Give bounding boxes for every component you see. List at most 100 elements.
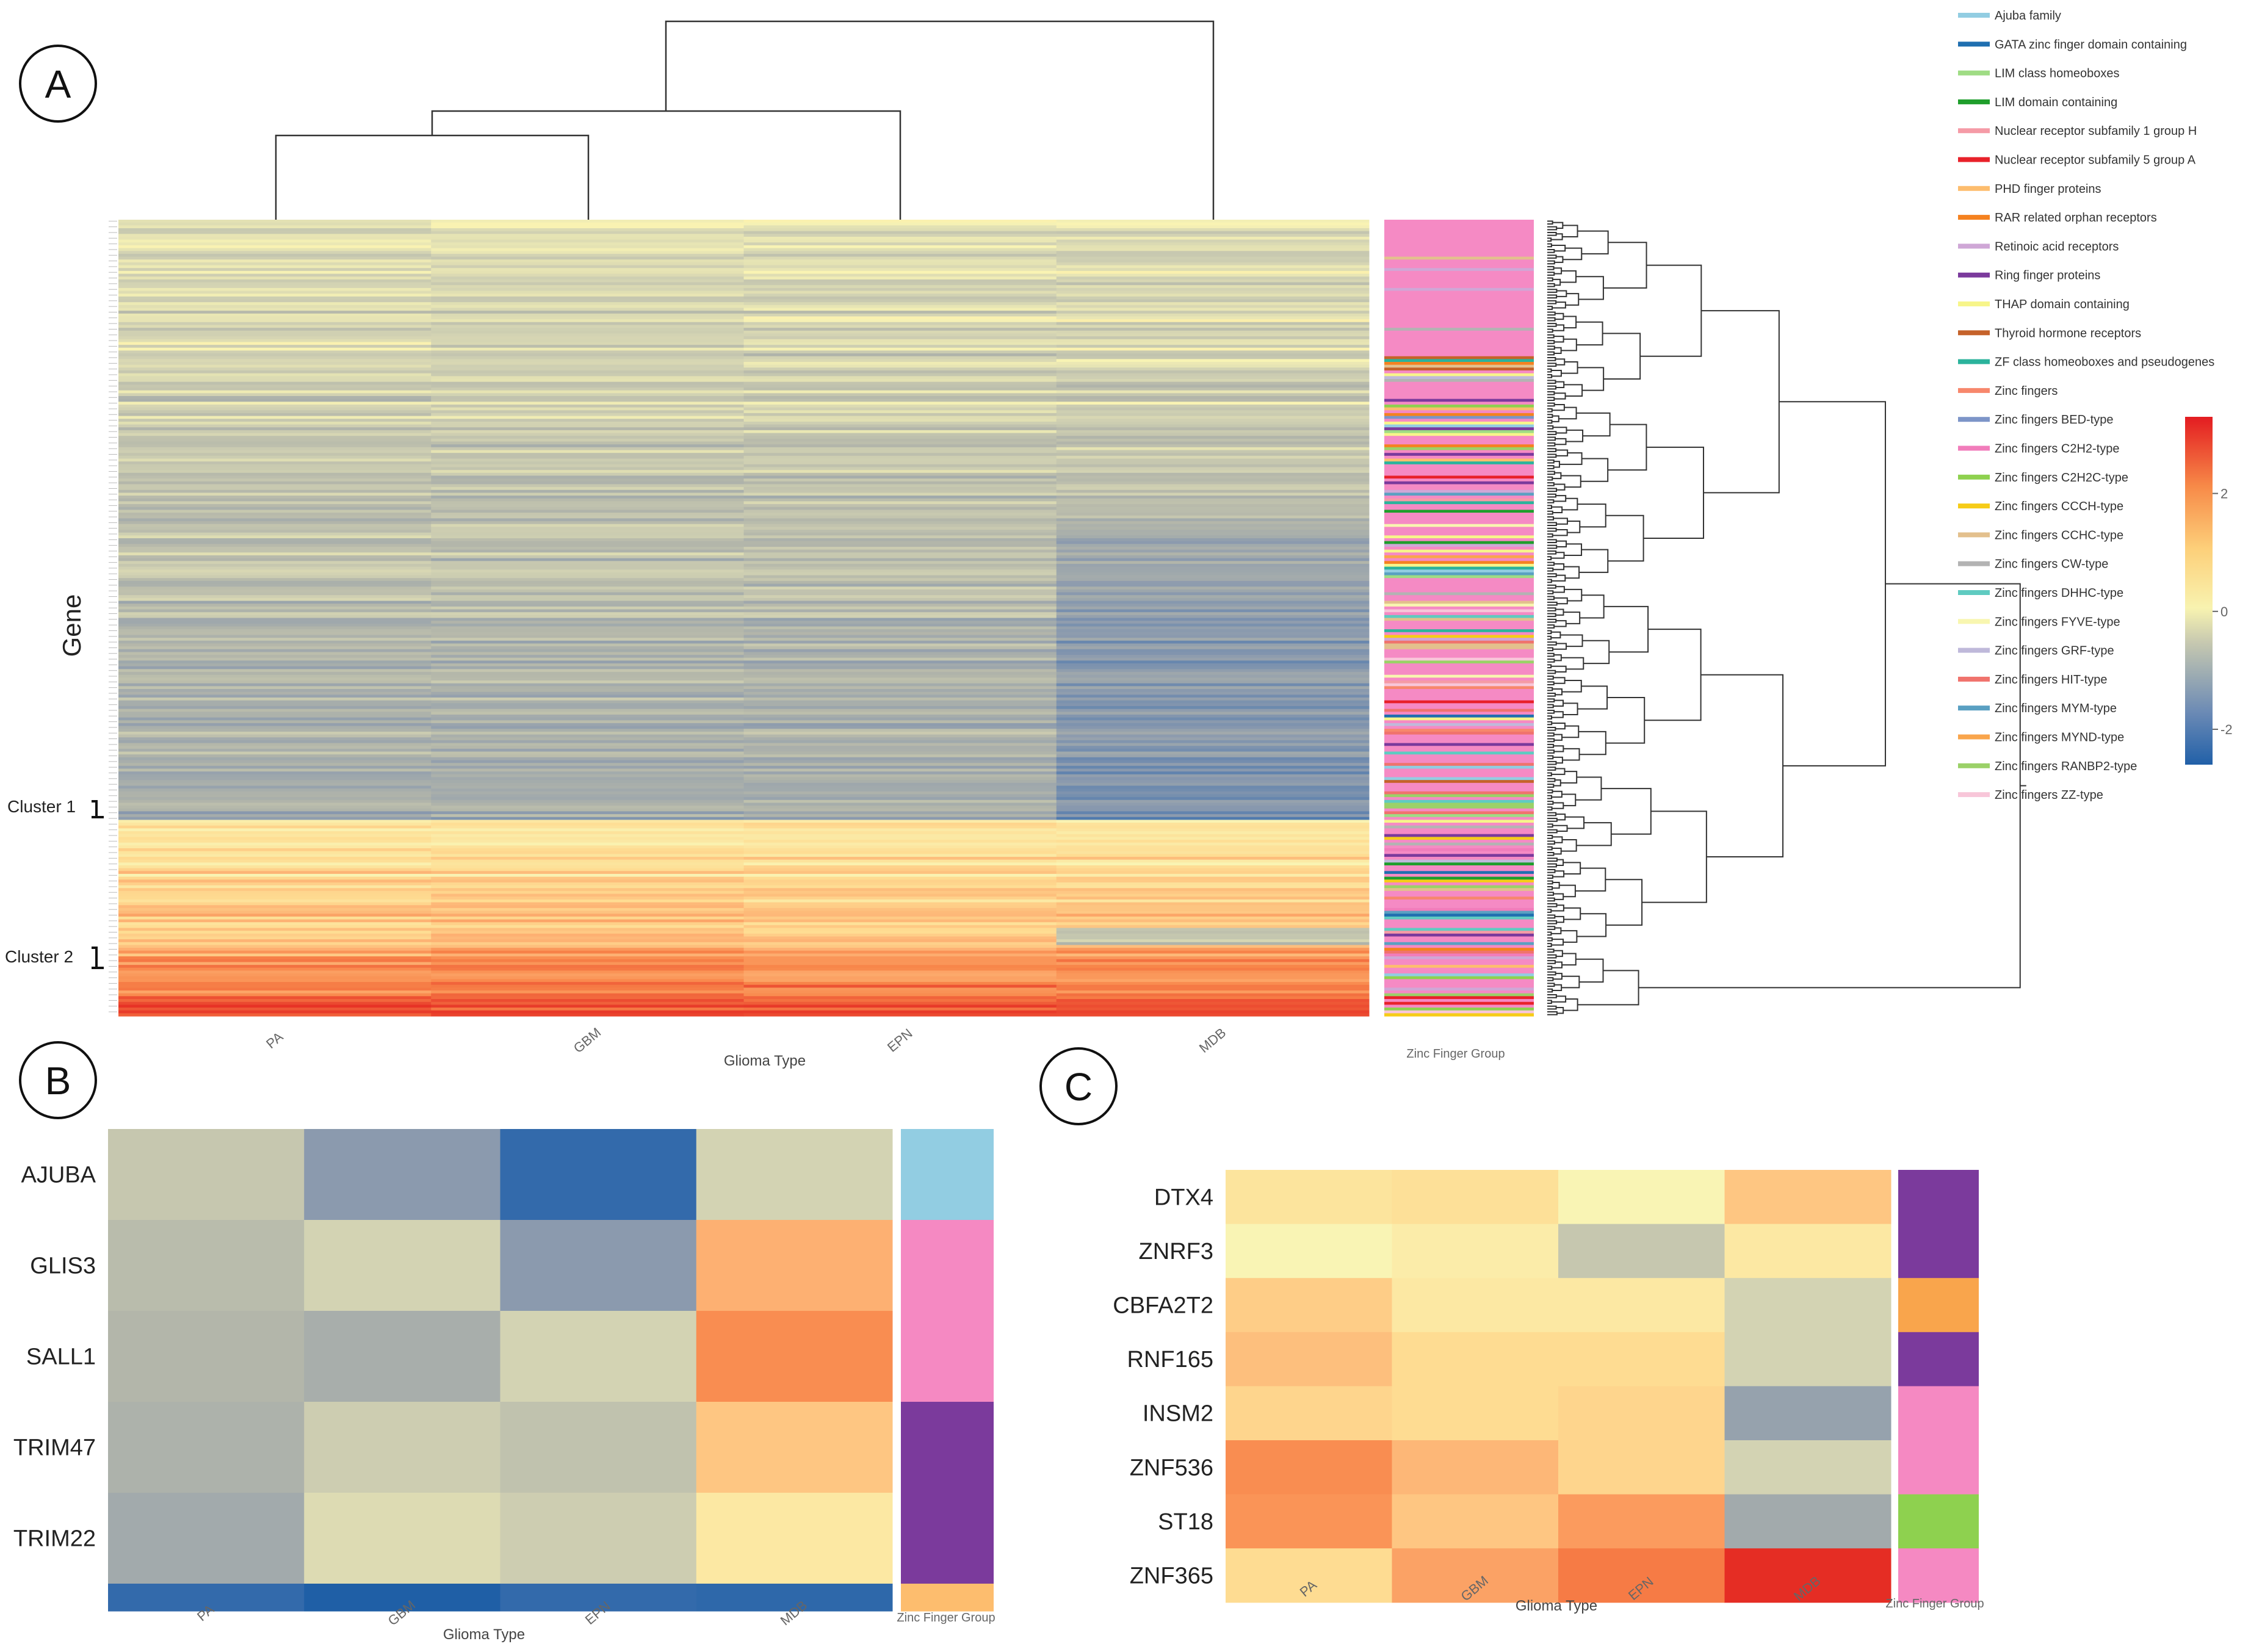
heatmap-a-cell <box>118 231 432 234</box>
group-strip-cell <box>1384 760 1534 763</box>
heatmap-a-cell <box>743 689 1057 693</box>
heatmap-a-cell <box>1056 316 1370 320</box>
row-dendrogram-branch <box>1644 629 1702 721</box>
heatmap-a-cell <box>118 342 432 345</box>
heatmap-a-cell <box>118 746 432 749</box>
heatmap-a-cell <box>431 319 744 323</box>
heatmap-a-cell <box>743 828 1057 832</box>
row-dendrogram-branch <box>1547 510 1553 515</box>
group-strip-cell <box>1384 282 1534 286</box>
heatmap-a-cell <box>431 558 744 561</box>
heatmap-a-cell <box>1056 942 1370 946</box>
heatmap-a-cell <box>431 467 744 471</box>
heatmap-a-cell <box>431 763 744 766</box>
heatmap-a-cell <box>1056 245 1370 249</box>
row-dendrogram-branch <box>1547 323 1557 327</box>
heatmap-a-cell <box>118 714 432 718</box>
heatmap-a-cell <box>431 774 744 778</box>
heatmap-a-cell <box>1056 712 1370 715</box>
heatmap-a-cell <box>431 987 744 991</box>
group-strip-cell <box>1384 245 1534 249</box>
heatmap-a-cell <box>743 694 1057 698</box>
heatmap-a-cell <box>1056 438 1370 442</box>
group-strip-cell <box>1384 524 1534 527</box>
heatmap-a-cell <box>431 578 744 582</box>
heatmap-a-cell <box>431 410 744 414</box>
heatmap-a-cell <box>743 862 1057 866</box>
group-strip-cell <box>1384 364 1534 368</box>
row-dendrogram-branch <box>1547 505 1553 510</box>
row-dendrogram-branch <box>1547 795 1553 799</box>
row-dendrogram-branch <box>1547 436 1556 441</box>
legend-swatch <box>1958 99 1990 104</box>
heatmap-a-cell <box>743 319 1057 323</box>
row-dendrogram-branch <box>1547 943 1552 947</box>
row-dendrogram-branch <box>1547 988 1553 993</box>
heatmap-a-cell <box>1056 492 1370 496</box>
heatmap-a-cell <box>118 356 432 359</box>
heatmap-a-cell <box>743 834 1057 837</box>
row-dendrogram-branch <box>1552 403 1565 411</box>
heatmap-a-cell <box>431 746 744 749</box>
heatmap-a-cell <box>118 734 432 738</box>
heatmap-a-cell <box>431 450 744 453</box>
row-dendrogram-branch <box>1547 283 1555 287</box>
heatmap-a-cell <box>431 251 744 254</box>
heatmap-a-cell <box>1056 956 1370 960</box>
heatmap-a-cell <box>743 364 1057 368</box>
heatmap-a-cell <box>1056 518 1370 522</box>
heatmap-a-cell <box>1056 808 1370 812</box>
heatmap-a-cell <box>743 635 1057 638</box>
group-strip-cell <box>1384 1001 1534 1005</box>
heatmap-a-cell <box>1056 496 1370 499</box>
heatmap-a-cell <box>743 604 1057 607</box>
row-dendrogram-branch <box>1601 788 1652 835</box>
heatmap-a-cell <box>118 808 432 812</box>
heatmap-a-cell <box>118 888 432 892</box>
heatmap-a-cell <box>118 959 432 963</box>
heatmap-a-cell <box>431 569 744 573</box>
group-strip-cell <box>1384 922 1534 926</box>
row-dendrogram-branch <box>1547 755 1554 760</box>
legend-swatch <box>1958 186 1990 191</box>
row-dendrogram-branch <box>1551 370 1562 377</box>
heatmap-a-cell <box>431 737 744 741</box>
heatmap-a-cell <box>743 395 1057 400</box>
row-dendrogram-branch <box>1547 414 1553 418</box>
heatmap-a-cell <box>1056 239 1370 243</box>
heatmap-a-cell <box>118 430 432 434</box>
heatmap-a-cell <box>118 945 432 948</box>
heatmap-a-cell <box>1056 376 1370 380</box>
heatmap-a-cell <box>431 945 744 948</box>
heatmap-a-cell <box>118 285 432 289</box>
heatmap-a-cell <box>1056 993 1370 997</box>
group-strip-cell <box>1384 586 1534 590</box>
heatmap-a-cell <box>118 774 432 778</box>
heatmap-a-cell <box>431 580 744 585</box>
heatmap-a-cell <box>431 552 744 556</box>
heatmap-a-cell <box>1056 621 1370 624</box>
heatmap-a-cell <box>1056 356 1370 359</box>
heatmap-a-cell <box>431 780 744 784</box>
heatmap-c-cell <box>1392 1332 1559 1387</box>
heatmap-a-cell <box>118 362 432 366</box>
legend-entry: PHD finger proteins <box>1995 182 2101 196</box>
heatmap-a-cell <box>118 626 432 630</box>
heatmap-a-cell <box>743 982 1057 986</box>
row-dendrogram-branch <box>1580 458 1609 482</box>
heatmap-b-gene-label: TRIM22 <box>13 1526 96 1552</box>
heatmap-a-cell <box>743 592 1057 596</box>
heatmap-a-cell <box>431 948 744 951</box>
heatmap-a-cell <box>118 604 432 607</box>
heatmap-a-cell <box>743 717 1057 721</box>
heatmap-a-cell <box>743 823 1057 826</box>
heatmap-a-cell <box>1056 834 1370 837</box>
heatmap-a-cell <box>431 896 744 900</box>
heatmap-a-cell <box>118 410 432 414</box>
group-strip-cell <box>1384 999 1534 1003</box>
heatmap-a-cell <box>1056 345 1370 348</box>
heatmap-a-cell <box>1056 336 1370 340</box>
group-strip-cell <box>1384 541 1534 544</box>
row-dendrogram-branch <box>1547 357 1556 361</box>
heatmap-a-cell <box>431 686 744 690</box>
